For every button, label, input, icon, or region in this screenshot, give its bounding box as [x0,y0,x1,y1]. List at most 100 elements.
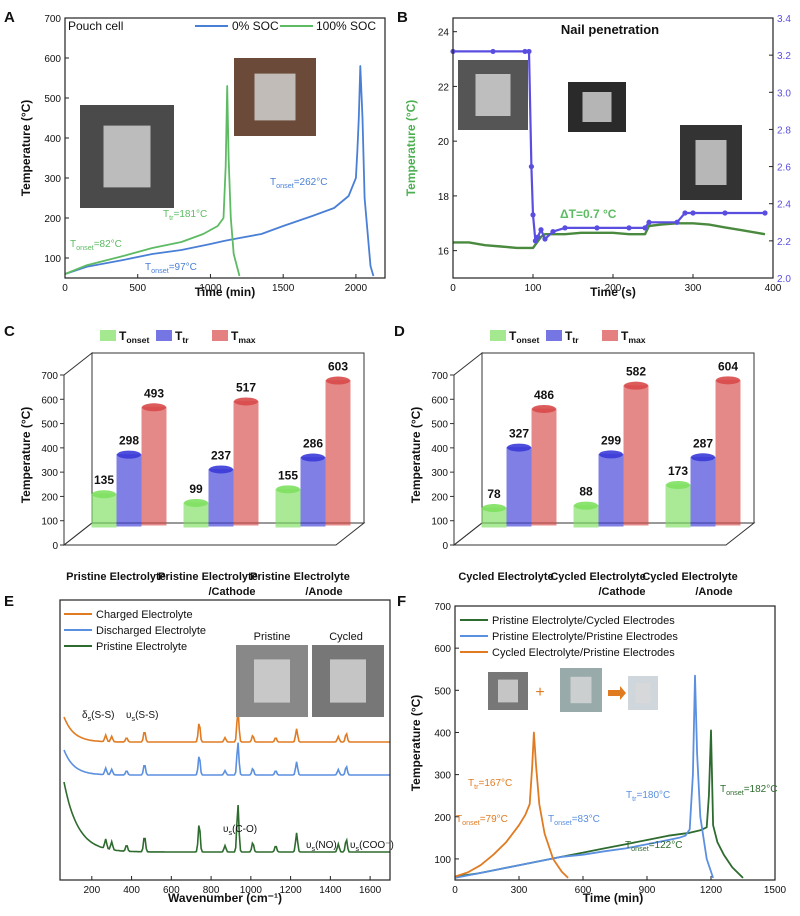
bar-top [209,465,233,474]
annotation: Tonset=83°C [548,814,600,827]
photo-pouch-cell-fire [234,58,316,136]
series-line-0-soc [64,65,375,277]
y2-tick-label: 2.2 [777,237,791,248]
side-wall [63,351,93,547]
legend-label: Cycled Electrolyte/Pristine Electrodes [492,647,675,659]
x-tick-label: 1600 [359,885,382,896]
annotation: υs(COO⁻) [350,840,394,853]
bar-tmax [623,385,649,526]
voltage-point [762,210,768,216]
data-label: 298 [119,434,139,448]
voltage-point [626,225,632,231]
y-tick-label: 400 [431,444,448,455]
data-label: 517 [236,380,256,394]
bar-tmax [325,380,351,526]
data-label: 155 [278,468,298,482]
x-tick-label: 100 [525,283,542,294]
legend-label: Tmax [621,329,646,345]
data-label: 486 [534,388,554,402]
annotation: Tonset=97°C [145,262,197,275]
arrow [608,686,626,700]
data-label: 299 [601,433,621,447]
data-label: 88 [579,485,593,499]
y-tick-label: 400 [44,134,61,145]
voltage-point [538,227,544,233]
voltage-point [682,210,688,216]
y2-tick-label: 3.4 [777,14,791,25]
y-tick-label: 700 [431,371,448,382]
y-tick-label: 18 [438,192,450,203]
floor [452,522,756,546]
panel-a-frame [64,17,386,279]
legend-label: 100% SOC [316,19,376,33]
photo-nail-during [568,82,626,132]
y-tick-label: 600 [434,644,451,655]
voltage-point [522,48,528,55]
x-tick-label: 300 [511,885,528,896]
y2-tick-label: 3.2 [777,51,791,62]
category-label: Pristine Electrolyte [250,571,350,583]
bar-tonset [91,493,117,528]
x-tick-label: 0 [452,885,458,896]
bar-top [532,404,556,413]
annotation: Tonset=122°C [625,840,682,853]
bar-top [716,376,740,385]
x-tick-label: 1000 [199,283,222,294]
voltage-point [562,225,568,231]
bar-top [184,498,208,507]
annotation: Ttr=180°C [626,790,670,803]
photo-assembly-electrodes [560,668,602,712]
x-tick-label: 900 [639,885,656,896]
annotation: Tonset=79°C [456,814,508,827]
photo-subject [254,73,296,121]
x-tick-label: 1000 [240,885,263,896]
y2-tick-label: 2.8 [777,125,791,136]
spectrum-charged [63,709,390,743]
annotation: υs(C-O) [223,824,257,837]
y-tick-label: 20 [438,137,450,148]
bar-tmax [233,400,259,526]
legend-label: Discharged Electrolyte [96,625,206,637]
category-label: Pristine Electrolyte [66,571,166,583]
y-axis-title: Temperature (°C) [19,407,33,504]
panel-letter: F [397,593,406,610]
y-tick-label: 0 [442,541,448,552]
x-tick-label: 2000 [345,283,368,294]
voltage-point [594,225,600,231]
bar-top [574,501,598,510]
photo-label: Cycled [329,631,363,643]
y-tick-label: 100 [434,855,451,866]
y-tick-label: 600 [44,54,61,65]
legend-label: Tonset [119,329,149,345]
panel-letter: B [397,9,408,26]
series-line-temperature [453,222,766,250]
photo-subject [103,125,151,188]
y-axis-title: Temperature (°C) [409,407,423,504]
y-tick-label: 100 [431,517,448,528]
voltage-point [532,238,539,244]
y-tick-label: 400 [41,444,58,455]
data-label: 287 [693,436,713,450]
x-tick-label: 400 [123,885,140,896]
photo-subject [254,659,290,703]
y2-tick-label: 2.4 [777,200,791,211]
data-label: 327 [509,427,529,441]
bar-tonset [275,488,301,528]
x-tick-label: 1400 [319,885,342,896]
bar-top [624,381,648,390]
voltage-point [642,225,648,231]
y-tick-label: 500 [434,686,451,697]
y2-tick-label: 3.0 [777,88,791,99]
voltage-point [490,48,496,55]
chart-title: Nail penetration [561,22,659,37]
legend-swatch [212,330,228,341]
y-tick-label: 300 [431,468,448,479]
spectrum-pristine [63,781,390,853]
x-axis-title: Time (min) [195,285,255,299]
bar-ttr [506,447,532,527]
photo-assembly-pouch [628,676,658,710]
y-tick-label: 200 [44,214,61,225]
y-tick-label: 500 [41,420,58,431]
legend-label: Tonset [509,329,539,345]
